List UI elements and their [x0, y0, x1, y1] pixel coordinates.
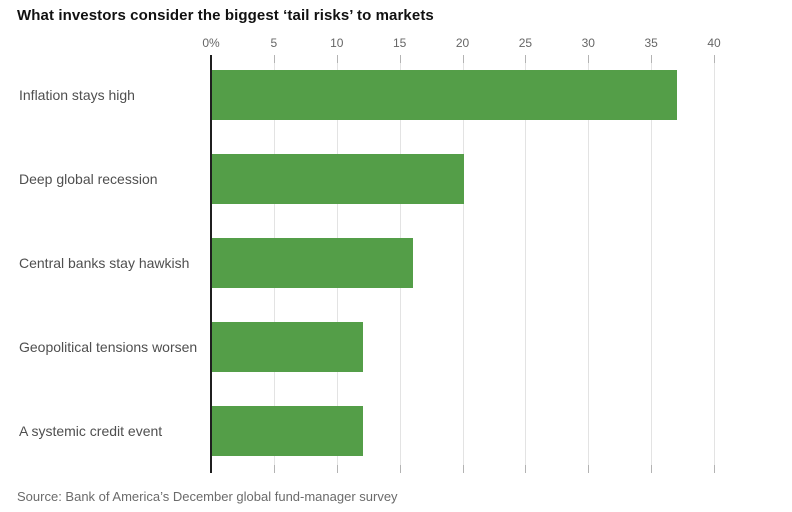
bar: [212, 70, 678, 120]
bar: [212, 238, 414, 288]
x-axis-tick-label: 5: [270, 36, 278, 50]
bottom-tick-mark: [462, 465, 464, 473]
x-axis-tick-label: 35: [644, 36, 658, 50]
gridline: [651, 55, 653, 473]
bottom-tick-mark: [273, 465, 275, 473]
category-label: Inflation stays high: [19, 87, 135, 103]
bottom-tick-mark: [336, 465, 338, 473]
gridline: [462, 55, 464, 473]
top-tick-mark: [399, 55, 401, 63]
top-tick-mark: [273, 55, 275, 63]
x-axis-tick-label: 0%: [202, 36, 220, 50]
gridline: [714, 55, 715, 473]
x-axis-tick-label: 40: [707, 36, 721, 50]
category-label: Deep global recession: [19, 171, 158, 187]
top-tick-mark: [588, 55, 590, 63]
chart-title: What investors consider the biggest ‘tai…: [17, 7, 434, 24]
x-axis-tick-label: 20: [455, 36, 470, 50]
source-note: Source: Bank of America’s December globa…: [17, 489, 398, 504]
bottom-tick-mark: [714, 465, 715, 473]
x-axis-tick-label: 30: [581, 36, 595, 50]
top-tick-mark: [651, 55, 653, 63]
bottom-tick-mark: [588, 465, 590, 473]
category-label: Geopolitical tensions worsen: [19, 339, 198, 355]
category-label: Central banks stay hawkish: [19, 255, 190, 271]
gridline: [588, 55, 590, 473]
bar: [212, 154, 464, 204]
x-axis-tick-label: 15: [392, 36, 407, 50]
x-axis-tick-label: 10: [330, 36, 344, 50]
top-tick-mark: [336, 55, 338, 63]
bar: [212, 322, 363, 372]
top-tick-mark: [714, 55, 715, 63]
zero-axis-line: [210, 55, 212, 473]
gridline: [525, 55, 527, 473]
x-axis-tick-label: 25: [518, 36, 533, 50]
bottom-tick-mark: [525, 465, 527, 473]
bottom-tick-mark: [651, 465, 653, 473]
bottom-tick-mark: [399, 465, 401, 473]
category-label: A systemic credit event: [19, 423, 163, 439]
top-tick-mark: [462, 55, 464, 63]
bar: [212, 406, 363, 456]
top-tick-mark: [525, 55, 527, 63]
